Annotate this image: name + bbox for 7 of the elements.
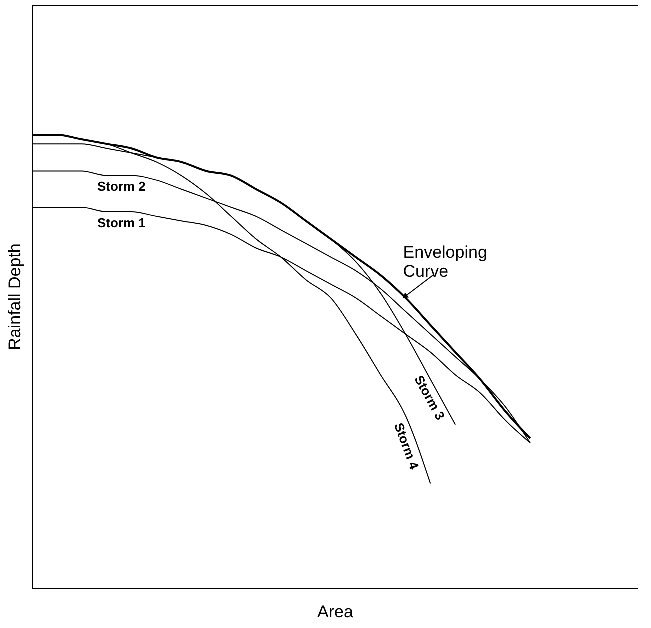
series-label: Enveloping Curve — [403, 242, 488, 281]
text: Storm 3 — [412, 372, 448, 423]
text: Storm 4 — [391, 421, 422, 472]
series-label: Storm 2 — [98, 179, 146, 194]
y-axis-title: Rainfall Depth — [6, 244, 24, 350]
x-axis-title: Area — [318, 602, 354, 622]
series-label: Storm 1 — [98, 215, 146, 230]
